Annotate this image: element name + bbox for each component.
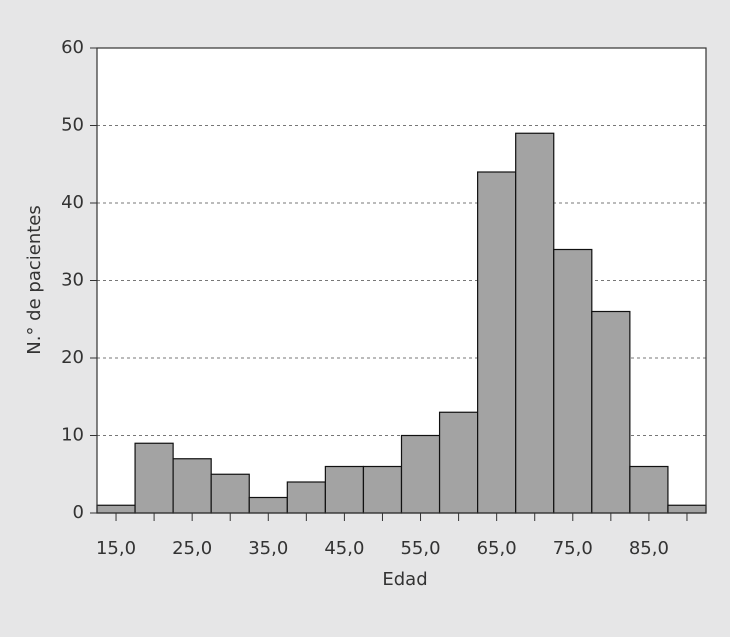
x-tick-label: 85,0 (629, 538, 669, 559)
x-tick-label: 25,0 (172, 538, 212, 559)
y-tick-label: 60 (61, 37, 84, 58)
bar (553, 248, 593, 514)
y-tick-label: 0 (73, 502, 84, 523)
bar (324, 465, 365, 514)
bar (629, 465, 669, 514)
plot-frame (96, 47, 707, 514)
bar (362, 465, 403, 514)
bar (591, 310, 631, 514)
x-tick-label: 75,0 (553, 538, 593, 559)
x-tick-label: 65,0 (477, 538, 517, 559)
y-tick-label: 40 (61, 192, 84, 213)
y-tick-label: 50 (61, 115, 84, 136)
y-tick-label: 20 (61, 347, 84, 368)
x-axis-label: Edad (382, 569, 427, 590)
bar (438, 411, 479, 514)
bar (172, 458, 212, 514)
bar (248, 496, 288, 514)
x-tick-label: 35,0 (248, 538, 288, 559)
bar (477, 171, 517, 514)
y-tick-label: 10 (61, 425, 84, 446)
bar (210, 473, 250, 514)
y-axis-label: N.° de pacientes (24, 205, 45, 354)
bar (96, 504, 136, 514)
bar (286, 481, 326, 514)
bar (515, 132, 555, 514)
bar (134, 442, 174, 514)
x-tick-label: 45,0 (324, 538, 364, 559)
bar (400, 434, 441, 514)
y-tick-label: 30 (61, 270, 84, 291)
bar (667, 504, 707, 514)
x-tick-label: 55,0 (400, 538, 440, 559)
x-tick-label: 15,0 (96, 538, 136, 559)
